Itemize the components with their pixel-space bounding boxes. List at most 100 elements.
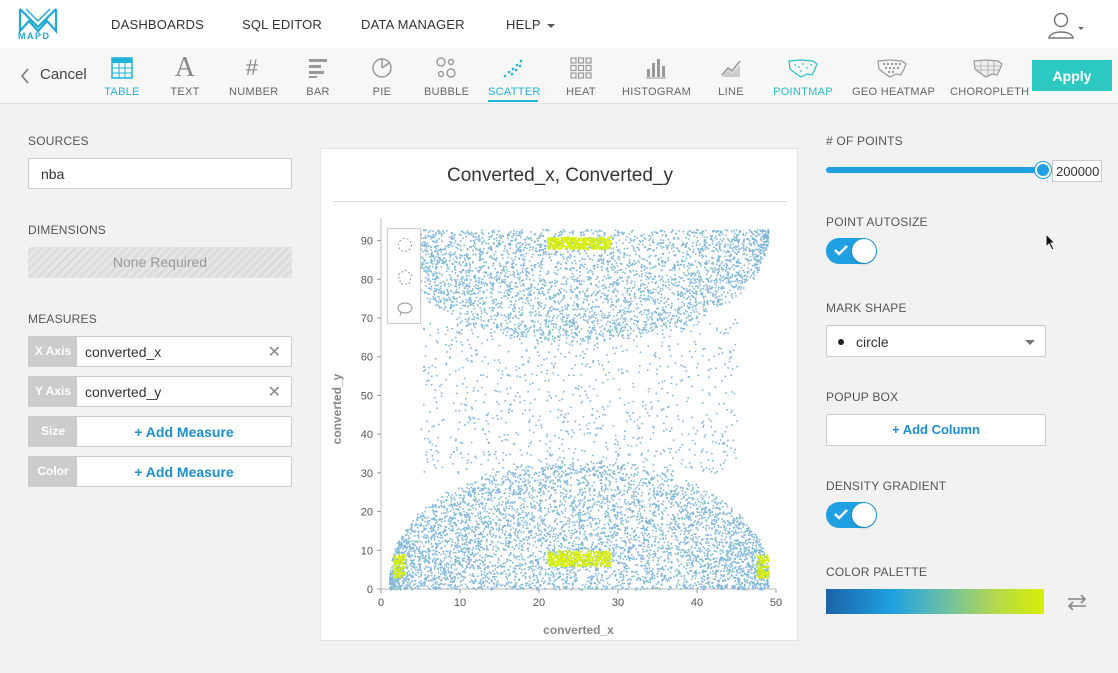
scatter-point (701, 507, 704, 510)
scatter-point (470, 486, 473, 489)
scatter-point (569, 496, 572, 498)
measure-size[interactable]: Size + Add Measure (28, 416, 292, 447)
scatter-point (488, 478, 490, 481)
scatter-point (713, 550, 716, 552)
measure-y-axis[interactable]: Y Axis converted_y ✕ (28, 376, 292, 407)
scatter-point (547, 551, 550, 554)
chart-type-scatter[interactable]: SCATTER (488, 54, 540, 102)
scatter-point (657, 509, 659, 511)
close-icon[interactable]: ✕ (267, 384, 281, 401)
chart-type-line[interactable]: LINE (716, 54, 746, 98)
scatter-point (552, 533, 555, 535)
scatter-point (615, 502, 618, 505)
scatter-point (550, 570, 553, 573)
scatter-point (398, 584, 401, 587)
measure-color[interactable]: Color + Add Measure (28, 456, 292, 487)
apply-button[interactable]: Apply (1032, 60, 1112, 91)
scatter-point (588, 506, 590, 509)
measure-x-axis[interactable]: X Axis converted_x ✕ (28, 336, 292, 367)
scatter-point (612, 554, 614, 557)
scatter-point (487, 555, 490, 557)
scatter-point (409, 546, 411, 548)
scatter-point (740, 531, 743, 533)
scatter-point (455, 568, 458, 571)
scatter-point (462, 500, 465, 503)
scatter-point (538, 471, 541, 474)
chart-type-text[interactable]: A TEXT (168, 52, 202, 98)
scatter-point (763, 568, 766, 571)
user-icon[interactable] (1046, 11, 1086, 39)
scatter-point (432, 509, 434, 511)
scatter-point (592, 529, 595, 532)
chart-type-pie[interactable]: PIE (369, 54, 395, 98)
scatter-point (719, 541, 721, 543)
chart-type-table[interactable]: TABLE (104, 54, 140, 100)
scatter-point (660, 529, 662, 532)
add-measure-button[interactable]: + Add Measure (134, 464, 234, 480)
scatter-point (707, 517, 710, 520)
scatter-point (662, 503, 664, 506)
scatter-point (403, 567, 405, 570)
scatter-point (402, 571, 405, 573)
nav-dashboards[interactable]: DASHBOARDS (111, 17, 205, 32)
close-icon[interactable]: ✕ (267, 344, 281, 361)
chart-title[interactable]: Converted_x, Converted_y (446, 165, 673, 186)
nav-help[interactable]: HELP (506, 17, 555, 32)
scatter-point (527, 556, 529, 559)
scatter-point (444, 540, 447, 543)
nav-sql-editor[interactable]: SQL EDITOR (242, 17, 323, 32)
chart-type-number[interactable]: # NUMBER (229, 54, 278, 98)
nav-data-manager[interactable]: DATA MANAGER (361, 17, 465, 32)
scatter-point (642, 557, 645, 560)
chart-type-bubble[interactable]: BUBBLE (424, 54, 469, 98)
scatter-point (578, 546, 580, 548)
scatter-point (651, 484, 654, 486)
scatter-point (614, 527, 616, 529)
chart-type-histogram[interactable]: HISTOGRAM (622, 54, 691, 98)
scatter-point (518, 545, 521, 548)
scatter-point (584, 560, 587, 563)
scatter-point (585, 559, 588, 562)
scatter-point (708, 577, 710, 579)
scatter-point (485, 515, 487, 518)
chart-type-choropleth[interactable]: CHOROPLETH (950, 54, 1029, 98)
scatter-point (499, 573, 502, 575)
measure-value[interactable]: converted_y (85, 384, 162, 400)
scatter-point (429, 527, 432, 530)
scatter-point (548, 579, 551, 582)
chevron-left-icon[interactable] (20, 68, 30, 84)
chart-type-bar[interactable]: BAR (304, 54, 332, 98)
scatter-point (686, 502, 689, 505)
scatter-point (755, 549, 758, 552)
scatter-plot[interactable]: 0 10 20 30 40 500102030405060708090converted_… (321, 149, 799, 642)
cancel-button[interactable]: Cancel (40, 66, 87, 83)
scatter-point (538, 481, 541, 484)
source-select[interactable]: nba (28, 158, 292, 189)
scatter-point (688, 532, 690, 535)
add-measure-button[interactable]: + Add Measure (134, 424, 234, 440)
scatter-point (467, 504, 470, 506)
chart-type-pointmap[interactable]: POINTMAP (773, 54, 833, 98)
scatter-point (711, 500, 713, 502)
scatter-point (664, 565, 667, 567)
scatter-point (628, 578, 631, 580)
scatter-point (725, 527, 728, 530)
scatter-point (732, 526, 735, 529)
scatter-point (629, 541, 631, 544)
scatter-point (601, 505, 603, 508)
chart-type-heat[interactable]: HEAT (566, 54, 596, 98)
scatter-point (439, 536, 441, 539)
scatter-point (637, 515, 639, 518)
scatter-point (678, 548, 681, 551)
scatter-point (716, 544, 718, 547)
mapd-logo[interactable] (18, 7, 62, 43)
scatter-point (535, 574, 538, 577)
scatter-point (652, 512, 655, 514)
scatter-point (721, 505, 724, 508)
scatter-point (539, 571, 542, 573)
chart-type-geo-heatmap[interactable]: GEO HEATMAP (852, 54, 935, 98)
scatter-point (403, 562, 405, 565)
measure-value[interactable]: converted_x (85, 344, 162, 360)
scatter-point (449, 510, 452, 512)
scatter-point (644, 532, 646, 535)
